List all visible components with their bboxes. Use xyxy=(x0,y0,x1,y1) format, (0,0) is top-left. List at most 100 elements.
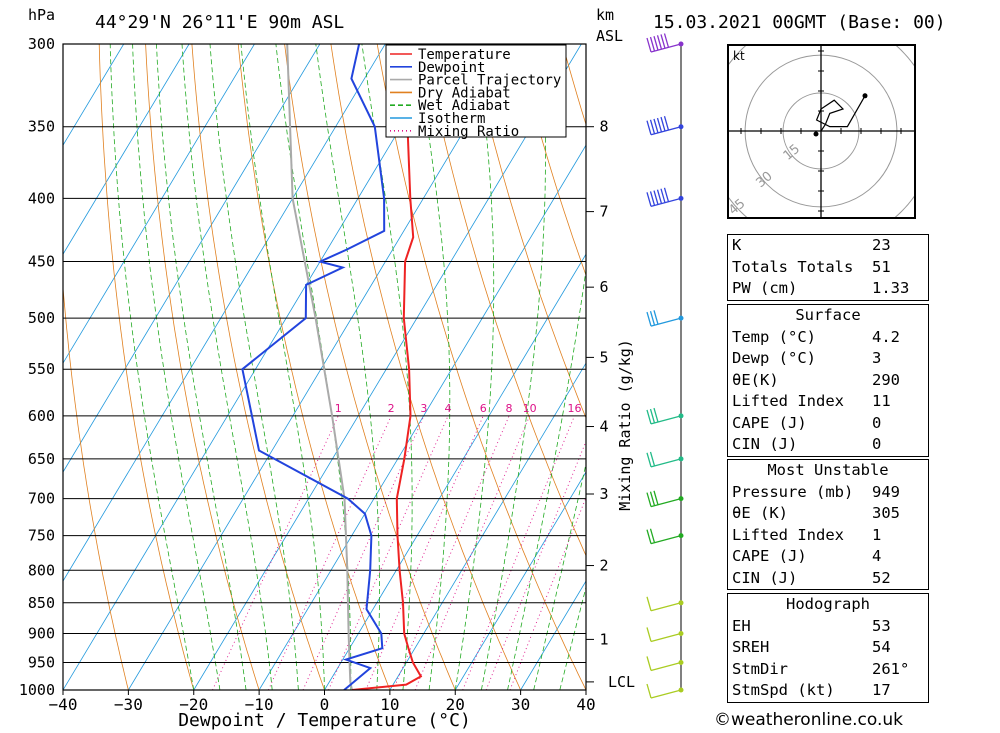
asl-label: ASL xyxy=(596,27,624,45)
index-label: CAPE (J) xyxy=(732,413,807,432)
mixing-ratio-label: 3 xyxy=(420,402,427,415)
index-row: Lifted Index 1 xyxy=(728,525,928,547)
table-section-title: Surface xyxy=(795,306,861,324)
index-label: EH xyxy=(732,616,751,635)
chart-series xyxy=(241,44,423,690)
wind-barb xyxy=(649,311,656,326)
index-row: Lifted Index 11 xyxy=(728,391,928,413)
dry-adiabat-line xyxy=(469,44,586,419)
wind-barb xyxy=(649,451,656,467)
index-value: 290 xyxy=(872,370,900,389)
pressure-tick-label: 700 xyxy=(28,490,55,508)
mixing-ratio-line xyxy=(212,415,339,690)
mixing-ratio-line xyxy=(302,415,425,690)
index-label: Dewp (°C) xyxy=(732,349,816,367)
wet-adiabat-line xyxy=(361,44,413,690)
index-row: Totals Totals 51 xyxy=(728,257,928,279)
wind-barb-staff xyxy=(650,43,682,53)
dry-adiabat-line xyxy=(63,283,129,690)
mixing-ratio-label: 1 xyxy=(335,402,342,415)
km-tick-label: 6 xyxy=(599,278,608,296)
mixing-ratio-label: 20 xyxy=(589,402,603,415)
legend-label: Dry Adiabat xyxy=(418,85,511,101)
index-label: Totals Totals xyxy=(732,257,854,276)
table-section-title: Hodograph xyxy=(786,595,870,613)
isotherm-line xyxy=(389,362,586,690)
wind-barb xyxy=(653,118,659,134)
wind-barb-staff xyxy=(650,415,682,425)
index-value: 54 xyxy=(872,638,891,656)
km-tick-label: 3 xyxy=(599,485,608,503)
index-row: StmSpd (kt) 17 xyxy=(728,680,928,702)
index-row: Dewp (°C) 3 xyxy=(728,348,928,370)
general-indices-table: K 23 Totals Totals 51 PW (cm) 1.33 xyxy=(727,234,929,301)
wet-adiabat-line xyxy=(559,585,586,690)
mixing-ratio-line xyxy=(392,415,510,690)
index-value: 23 xyxy=(872,236,891,254)
pressure-tick-label: 800 xyxy=(28,561,55,579)
mixing-ratio-line xyxy=(328,415,449,690)
index-value: 0 xyxy=(872,413,882,432)
wind-barb xyxy=(656,117,663,133)
index-value: 4.2 xyxy=(872,327,900,346)
dry-adiabat-line xyxy=(284,44,456,690)
wind-barb xyxy=(649,36,656,52)
pressure-tick-label: 550 xyxy=(28,360,55,378)
pressure-tick-label: 350 xyxy=(28,118,55,136)
pressure-tick-label: 600 xyxy=(28,407,55,425)
wind-barb-staff xyxy=(650,497,682,508)
wind-barb xyxy=(646,596,652,611)
wind-barb xyxy=(649,491,656,506)
wind-barb xyxy=(649,408,656,424)
x-tick-label: −20 xyxy=(179,695,208,714)
wind-barb-staff xyxy=(650,197,682,207)
wind-barb xyxy=(646,683,652,699)
pressure-tick-label: 1000 xyxy=(19,681,55,699)
isotherm-line xyxy=(63,44,386,582)
x-tick-label: 0 xyxy=(320,695,330,714)
index-value: 1.33 xyxy=(872,279,910,297)
dry-adiabat-line xyxy=(933,44,1000,690)
index-label: Temp (°C) xyxy=(732,327,816,346)
wind-barb xyxy=(663,116,670,131)
isotherm-line xyxy=(324,253,586,690)
km-tick-label: 8 xyxy=(599,118,608,136)
wind-barb-staff xyxy=(650,689,682,699)
index-row: EH 53 xyxy=(728,616,928,638)
index-value: 261° xyxy=(872,659,910,678)
isotherm-line xyxy=(128,44,517,690)
wind-barb xyxy=(656,189,663,204)
index-row: θE (K) 305 xyxy=(728,503,928,525)
index-value: 52 xyxy=(872,568,891,587)
km-tick-label: 2 xyxy=(599,557,608,575)
km-tick-label: 7 xyxy=(599,203,608,221)
index-value: 0 xyxy=(872,435,882,453)
chart-axes: 3003504004505005506006507007508008509009… xyxy=(19,35,635,731)
pressure-tick-label: 750 xyxy=(28,527,55,545)
index-label: θE(K) xyxy=(732,370,779,389)
mixing-ratio-label: 16 xyxy=(567,402,581,415)
index-row: Temp (°C) 4.2 xyxy=(728,327,928,349)
index-label: PW (cm) xyxy=(732,279,798,297)
dry-adiabat-line xyxy=(98,44,195,690)
wind-barb-staff xyxy=(650,458,682,468)
index-label: θE (K) xyxy=(732,504,788,522)
pressure-tick-label: 850 xyxy=(28,594,55,612)
wet-adiabat-line xyxy=(454,44,495,690)
pressure-unit-label: hPa xyxy=(28,6,56,24)
pressure-tick-label: 300 xyxy=(28,35,55,53)
mixing-ratio-line xyxy=(365,415,484,690)
mixing-ratio-label: 8 xyxy=(506,402,513,415)
legend-label: Wet Adiabat xyxy=(418,98,511,114)
pressure-tick-label: 950 xyxy=(28,653,55,671)
index-value: 305 xyxy=(872,504,900,522)
index-label: Pressure (mb) xyxy=(732,482,854,501)
wind-barb xyxy=(653,310,659,325)
legend-label: Parcel Trajectory xyxy=(418,73,561,89)
wet-adiabat-line xyxy=(533,462,586,690)
wind-barb xyxy=(656,35,663,50)
wind-barb xyxy=(663,33,670,48)
index-row: PW (cm) 1.33 xyxy=(728,278,928,300)
